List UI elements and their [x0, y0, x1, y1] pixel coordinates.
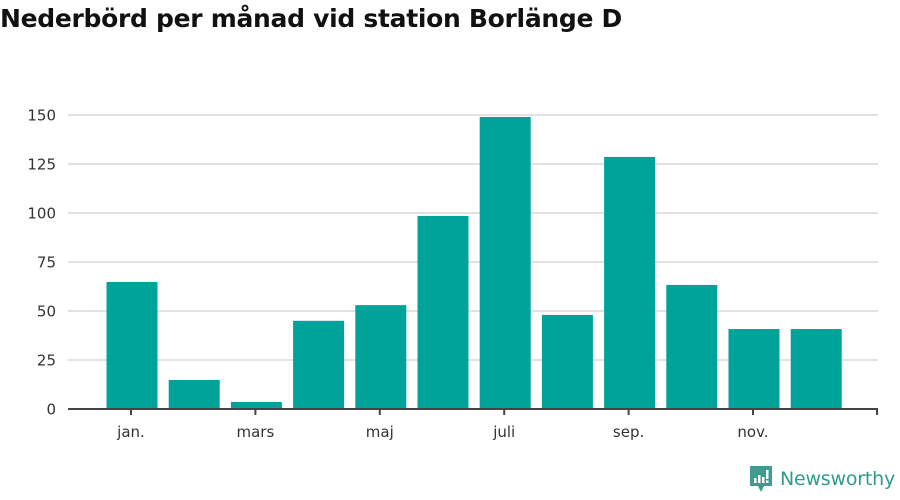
y-tick-label: 0 — [46, 401, 56, 419]
y-tick-label: 150 — [27, 107, 56, 125]
brand-label: Newsworthy — [779, 468, 895, 490]
bar-juni[interactable] — [417, 215, 469, 409]
newsworthy-brand[interactable]: Newsworthy — [748, 464, 895, 494]
x-tick-label: jan. — [116, 423, 145, 441]
bar-sep[interactable] — [604, 156, 656, 409]
bar-maj[interactable] — [355, 305, 407, 409]
bar-aug[interactable] — [541, 314, 593, 409]
x-tick-label: mars — [237, 423, 275, 441]
bar-juli[interactable] — [479, 116, 531, 410]
x-axis: jan. mars maj juli sep. nov. — [68, 408, 878, 441]
y-tick-label: 100 — [27, 205, 56, 223]
bar-okt[interactable] — [666, 284, 718, 409]
gridlines — [68, 114, 878, 361]
y-tick-label: 50 — [37, 303, 56, 321]
y-axis-ticks: 0 25 50 75 100 125 150 — [27, 107, 56, 419]
y-tick-label: 125 — [27, 156, 56, 174]
chart-title: Nederbörd per månad vid station Borlänge… — [0, 4, 622, 33]
bar-mars[interactable] — [230, 401, 282, 409]
y-tick-label: 75 — [37, 254, 56, 272]
bar-feb[interactable] — [168, 379, 220, 409]
x-tick-label: maj — [366, 423, 394, 441]
y-tick-label: 25 — [37, 352, 56, 370]
x-tick-label: nov. — [737, 423, 768, 441]
x-tick-label: sep. — [613, 423, 644, 441]
x-tick-label: juli — [492, 423, 515, 441]
bar-jan[interactable] — [106, 281, 158, 409]
bar-apr[interactable] — [293, 320, 345, 409]
bars — [106, 116, 842, 410]
newsworthy-logo-icon — [749, 466, 772, 492]
bar-dec[interactable] — [790, 329, 842, 409]
bar-nov[interactable] — [728, 329, 780, 409]
